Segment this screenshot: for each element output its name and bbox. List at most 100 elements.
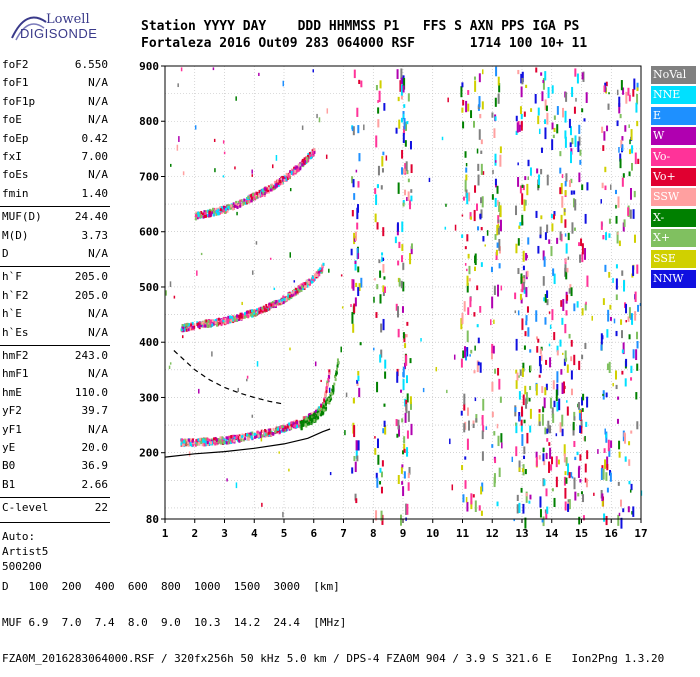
echo-point <box>222 318 225 322</box>
param-label: C-level <box>2 501 49 515</box>
x-tick-label: 17 <box>634 527 647 540</box>
noise-echo <box>241 301 243 306</box>
echo-point <box>304 417 307 421</box>
echo-point <box>267 188 270 192</box>
echo-point <box>310 151 313 155</box>
echo-point <box>300 425 303 429</box>
y-tick-label: 200 <box>139 447 159 460</box>
echo-point <box>250 193 253 197</box>
noise-echo <box>565 258 567 263</box>
logo-line1: Lowell <box>46 12 90 27</box>
noise-echo <box>546 290 549 298</box>
noise-echoes <box>165 66 643 529</box>
noise-echo <box>575 97 577 102</box>
noise-echo <box>420 338 422 342</box>
noise-echo <box>608 218 611 224</box>
noise-echo <box>617 232 619 235</box>
noise-echo <box>355 449 358 459</box>
echo-point <box>244 433 247 437</box>
echo-point <box>219 319 222 323</box>
echo-point <box>293 422 296 426</box>
noise-echo <box>605 232 608 241</box>
noise-echo <box>601 182 604 189</box>
noise-echo <box>464 346 467 358</box>
noise-echo <box>407 178 410 183</box>
echo-point <box>223 210 226 214</box>
echo-point <box>219 321 222 325</box>
noise-echo <box>637 158 640 164</box>
noise-echo <box>525 398 528 409</box>
echo-point <box>187 328 190 332</box>
echo-point <box>299 425 302 429</box>
noise-echo <box>631 162 634 171</box>
y-tick-label: 900 <box>139 60 159 73</box>
echo-point <box>333 382 336 386</box>
noise-echo <box>618 146 620 153</box>
y-tick-label: 400 <box>139 336 159 349</box>
echo-point <box>320 405 323 409</box>
echo-point <box>201 443 204 447</box>
noise-echo <box>629 139 631 145</box>
noise-echo <box>461 214 464 217</box>
noise-echo <box>567 232 570 241</box>
noise-echo <box>608 361 611 373</box>
noise-echo <box>474 345 476 351</box>
noise-echo <box>480 486 483 495</box>
noise-echo <box>527 237 530 245</box>
noise-echo <box>467 307 470 315</box>
noise-echo <box>546 299 549 306</box>
echo-point <box>239 204 242 208</box>
echo-point <box>189 443 192 447</box>
noise-echo <box>618 512 621 517</box>
echo-point <box>203 210 206 214</box>
noise-echo <box>402 168 405 174</box>
noise-echo <box>354 260 357 271</box>
noise-echo <box>541 518 544 523</box>
echo-point <box>276 181 279 185</box>
echo-point <box>184 323 187 327</box>
noise-echo <box>275 155 278 161</box>
noise-echo <box>568 118 571 128</box>
echo-point <box>290 295 293 299</box>
noise-echo <box>354 493 357 501</box>
noise-echo <box>538 174 541 185</box>
noise-echo <box>170 163 172 167</box>
topside-profile-dashed <box>173 350 285 405</box>
noise-echo <box>536 168 539 174</box>
noise-echo <box>480 163 483 175</box>
noise-echo <box>608 233 611 238</box>
noise-echo <box>480 510 483 516</box>
noise-echo <box>497 225 500 235</box>
noise-echo <box>555 456 558 468</box>
noise-echo <box>466 234 469 242</box>
noise-echo <box>465 174 468 181</box>
noise-echo <box>621 370 624 375</box>
noise-echo <box>624 302 627 308</box>
noise-echo <box>630 129 633 141</box>
noise-echo <box>628 441 631 446</box>
noise-echo <box>375 194 378 206</box>
noise-echo <box>579 159 582 165</box>
noise-echo <box>633 234 636 243</box>
echo-point <box>285 298 288 302</box>
noise-echo <box>357 266 360 273</box>
noise-echo <box>375 312 378 318</box>
noise-echo <box>577 141 580 153</box>
noise-echo <box>520 423 523 432</box>
noise-echo <box>476 203 479 211</box>
noise-echo <box>529 167 532 176</box>
echo-point <box>324 391 327 395</box>
noise-echo <box>524 517 527 529</box>
noise-echo <box>525 287 528 298</box>
echo-point <box>309 415 312 419</box>
echo-point <box>315 271 318 275</box>
param-label: D <box>2 247 9 260</box>
noise-echo <box>582 515 585 521</box>
noise-echo <box>485 426 488 430</box>
param-value: N/A <box>88 76 108 90</box>
noise-echo <box>379 294 382 304</box>
echo-point <box>203 215 206 219</box>
echo-point <box>204 442 207 446</box>
header-value: 10+ <box>540 36 572 51</box>
echo-point <box>242 438 245 442</box>
